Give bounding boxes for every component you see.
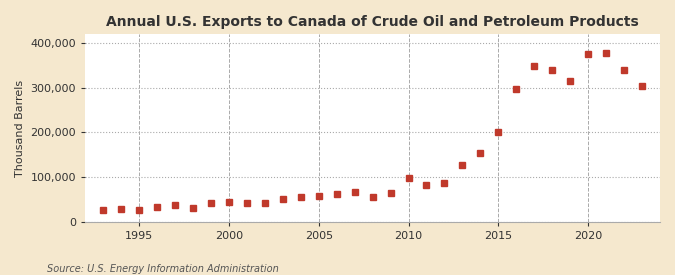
- Text: Source: U.S. Energy Information Administration: Source: U.S. Energy Information Administ…: [47, 264, 279, 274]
- Y-axis label: Thousand Barrels: Thousand Barrels: [15, 79, 25, 177]
- Title: Annual U.S. Exports to Canada of Crude Oil and Petroleum Products: Annual U.S. Exports to Canada of Crude O…: [106, 15, 639, 29]
